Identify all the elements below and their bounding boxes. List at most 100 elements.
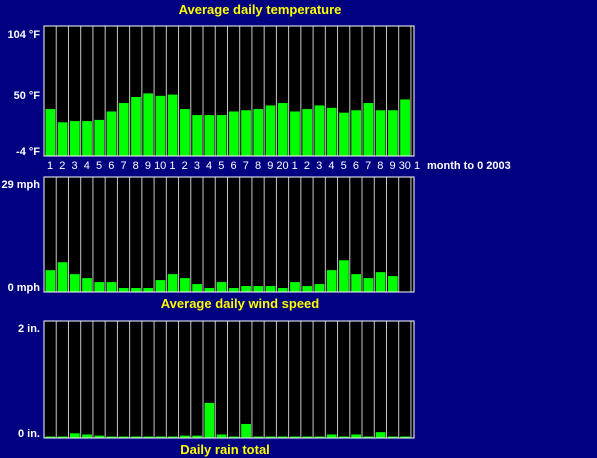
bar	[180, 109, 190, 156]
y-tick-label: -4 °F	[16, 146, 40, 158]
bar	[400, 436, 410, 438]
x-tick-label: 1	[414, 160, 420, 172]
bar	[131, 288, 141, 292]
bar	[277, 288, 288, 292]
bar	[118, 103, 129, 156]
bar	[167, 94, 178, 156]
bar	[290, 436, 300, 438]
y-tick-label: 104 °F	[7, 29, 40, 41]
x-axis-label: month to 0 2003	[427, 160, 511, 172]
bar	[339, 112, 349, 156]
x-tick-label: 10	[154, 160, 166, 172]
plot-frame	[43, 320, 415, 439]
x-tick-label: 8	[377, 160, 383, 172]
chart-panel-1: 104 °F50 °F-4 °F1 2 3 4 5 6 7 8 9 10 1 2 3 4 5 6 7 8 9 20 1 2…	[7, 2, 510, 172]
x-tick-label: 1	[292, 160, 298, 172]
bar	[167, 436, 178, 438]
x-tick-label: 7	[365, 160, 371, 172]
bar	[69, 121, 80, 156]
bar	[192, 284, 203, 292]
bar	[277, 103, 288, 156]
bar	[69, 433, 80, 438]
bar	[302, 286, 313, 292]
bar	[363, 436, 374, 438]
bar	[45, 436, 56, 438]
bar	[265, 286, 276, 292]
bar	[155, 436, 166, 438]
bar	[180, 278, 190, 292]
chart-title: Average daily wind speed	[161, 296, 320, 311]
bar	[351, 434, 362, 438]
x-tick-label: 3	[316, 160, 322, 172]
bar	[82, 278, 92, 292]
x-tick-label: 9	[145, 160, 151, 172]
bar	[387, 276, 398, 292]
bar	[45, 270, 56, 292]
plot-frame	[43, 176, 415, 293]
bar	[241, 286, 251, 292]
bar	[375, 110, 386, 156]
bar	[314, 284, 325, 292]
bar	[118, 436, 129, 438]
x-tick-label: 8	[255, 160, 261, 172]
bar	[339, 260, 349, 292]
x-tick-label: 30	[399, 160, 411, 172]
bar	[45, 109, 56, 156]
plot-frame	[43, 25, 415, 157]
bar	[216, 434, 227, 438]
x-tick-label: 5	[218, 160, 224, 172]
bar	[82, 121, 92, 156]
bar	[265, 105, 276, 156]
x-tick-label: 3	[72, 160, 78, 172]
x-tick-label: 4	[328, 160, 334, 172]
bar	[131, 436, 141, 438]
bar	[204, 288, 215, 292]
bar	[106, 111, 117, 156]
bar	[241, 110, 251, 156]
bar	[253, 436, 264, 438]
x-tick-label: 4	[84, 160, 90, 172]
y-tick-label: 29 mph	[1, 179, 40, 191]
x-tick-label: 6	[108, 160, 114, 172]
bar	[228, 111, 239, 156]
bar	[192, 435, 203, 438]
bar	[69, 274, 80, 292]
chart-panel-2: 29 mph 0 mph Average daily wind speed	[1, 176, 415, 311]
bar	[302, 436, 313, 438]
bar	[106, 282, 117, 292]
bar	[180, 435, 190, 438]
x-tick-label: 5	[341, 160, 347, 172]
bar	[326, 107, 337, 156]
bar	[253, 286, 264, 292]
x-tick-label: 20	[276, 160, 288, 172]
bar	[228, 436, 239, 438]
bar	[387, 110, 398, 156]
bar	[118, 288, 129, 292]
plot-area	[44, 177, 414, 292]
bar	[167, 274, 178, 292]
bar	[363, 103, 374, 156]
bar	[131, 97, 141, 156]
bar	[82, 434, 92, 438]
bar	[94, 119, 105, 156]
x-tick-label: 1	[47, 160, 53, 172]
bar	[216, 115, 227, 156]
x-tick-label: 2	[304, 160, 310, 172]
x-tick-label: 7	[243, 160, 249, 172]
bar	[314, 105, 325, 156]
bar	[351, 110, 362, 156]
x-tick-label: 2	[182, 160, 188, 172]
x-tick-label: 6	[353, 160, 359, 172]
bar	[94, 282, 105, 292]
bar	[216, 282, 227, 292]
bar	[204, 402, 215, 438]
bar	[326, 270, 337, 292]
bar	[314, 436, 325, 438]
x-tick-label: 6	[231, 160, 237, 172]
chart-title: Daily rain total	[180, 442, 270, 457]
plot-area	[44, 321, 414, 438]
bar	[351, 274, 362, 292]
bar	[192, 115, 203, 156]
x-tick-label: 1	[169, 160, 175, 172]
bar	[277, 436, 288, 438]
